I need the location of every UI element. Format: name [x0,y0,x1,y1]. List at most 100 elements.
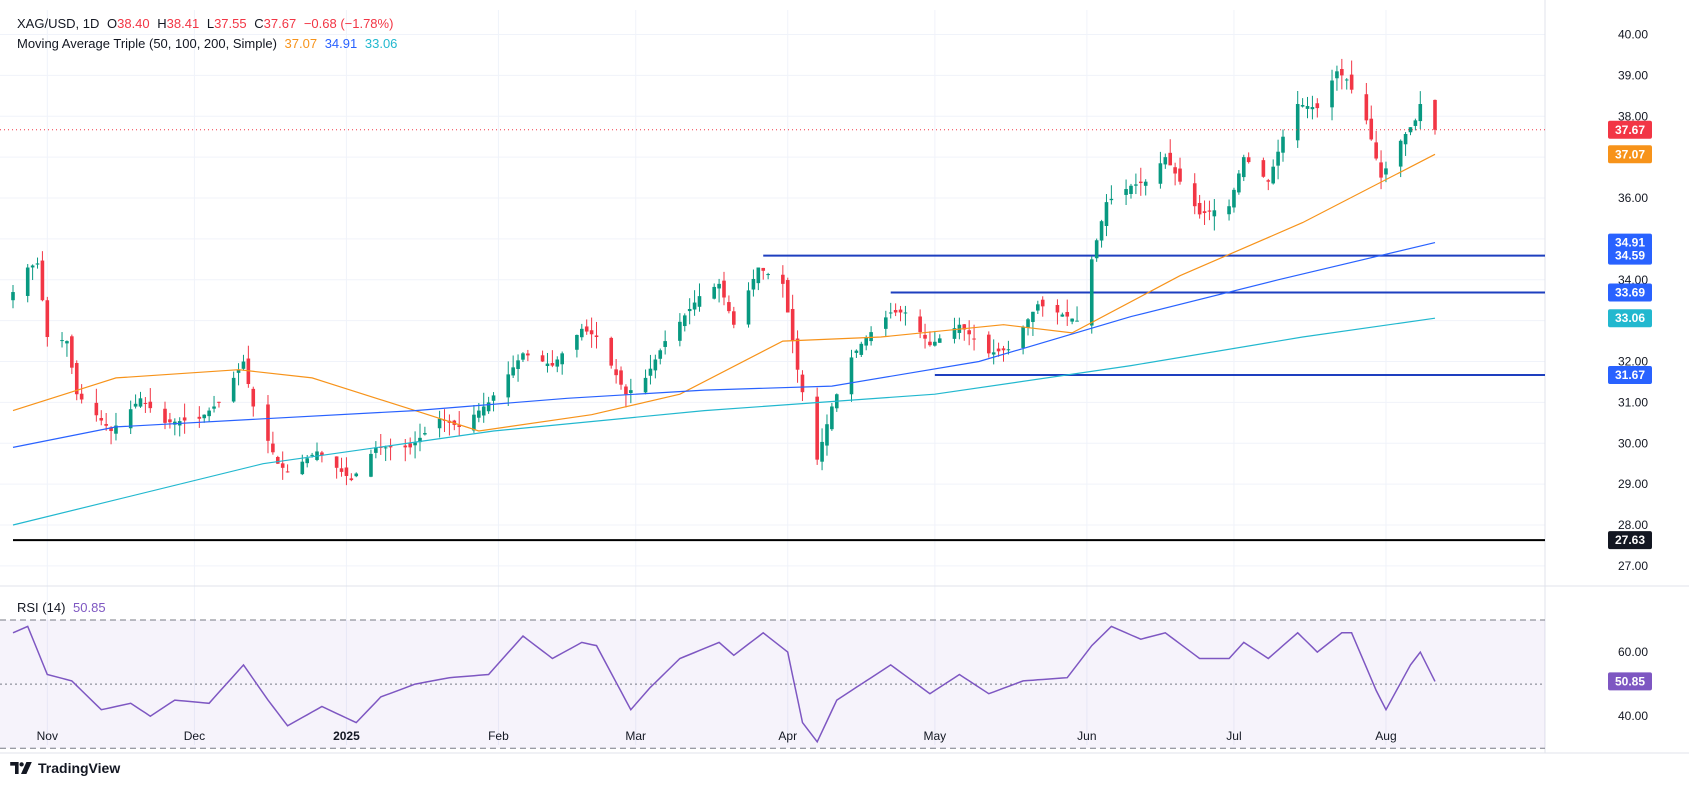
time-axis-label: Apr [778,729,797,743]
price-tick-label: 34.00 [1618,273,1648,287]
candle-body [732,311,736,325]
candle-body [986,334,991,354]
candle-body [785,280,790,313]
moving-average-legend: Moving Average Triple (50, 100, 200, Sim… [17,36,401,51]
candle-body [1271,166,1275,184]
candle-body [300,461,305,475]
price-tag [1608,283,1652,302]
candle-body [70,336,74,368]
candle-body [682,315,687,327]
candle-body [1158,163,1163,184]
tradingview-logo-icon [10,762,32,774]
candle-body [99,417,104,421]
candle-body [383,447,388,449]
price-tag-label: 27.63 [1615,533,1645,547]
candle-body [1099,221,1104,241]
candle-body [1408,127,1413,133]
candle-body [923,334,927,339]
candle-body [751,278,756,290]
price-tick-label: 29.00 [1618,477,1648,491]
candle-body [825,424,829,446]
candle-body [344,467,349,476]
candle-body [697,296,702,307]
candle-body [526,353,530,356]
ma50-value: 37.07 [284,36,318,51]
price-tag-label: 33.06 [1615,311,1645,325]
candle-body [1379,162,1383,178]
candle-body [472,414,476,431]
candle-body [795,338,800,370]
candle-body [815,396,819,460]
price-tick-label: 32.00 [1618,355,1648,369]
candle-body [722,280,726,298]
candle-body [820,441,824,462]
candle-body [594,335,599,338]
candle-body [506,374,511,398]
candle-body [486,402,491,412]
candle-body [202,414,207,419]
candle-body [1227,206,1231,215]
candle-body [663,341,667,347]
candle-body [114,425,118,434]
candle-body [516,360,520,369]
close-value: 37.67 [263,16,297,31]
time-axis-label: 2025 [333,729,360,743]
candle-body [1364,94,1369,121]
price-tick-label: 38.00 [1618,109,1648,123]
candle-body [79,393,84,400]
candle-body [148,401,153,409]
candle-body [74,363,79,395]
candle-body [1433,99,1437,130]
candle-body [1070,318,1074,322]
candle-body [609,337,614,366]
candle-body [643,377,648,393]
grid-lines [0,10,1545,745]
candle-body [614,369,618,376]
candle-body [1065,312,1070,317]
candle-body [408,443,412,448]
candle-body [457,425,462,427]
ma200-line [12,317,1436,526]
rsi-value-tag-label: 50.85 [1615,674,1645,688]
candle-body [1310,107,1315,110]
candle-body [1305,106,1310,109]
time-axis-label: Jul [1226,729,1241,743]
candle-body [271,443,275,453]
candle-body [285,471,290,473]
candle-body [1300,105,1305,107]
candle-body [937,338,942,343]
candle-body [374,447,378,453]
candle-body [1281,136,1285,153]
candle-body [928,341,932,346]
price-tick-label: 31.00 [1618,395,1648,409]
candle-body [138,398,143,407]
brand-label: TradingView [38,760,121,776]
candle-body [1418,104,1423,122]
price-tick-label: 28.00 [1618,518,1648,532]
candle-body [251,388,256,407]
candle-body [761,267,766,271]
candle-body [212,406,216,409]
candle-body [888,312,893,314]
candle-body [1040,299,1045,307]
candle-body [437,418,442,429]
candle-body [1094,240,1099,259]
candle-body [653,359,658,371]
candle-body [1163,157,1168,165]
time-axis-label: May [924,729,947,743]
candle-body [403,445,408,448]
candle-body [521,353,525,360]
candle-body [1006,349,1011,351]
candle-body [1089,259,1094,326]
candle-body [1207,210,1212,212]
tradingview-logo: TradingView [10,760,120,776]
price-tag-label: 31.67 [1615,368,1645,382]
candle-body [477,410,481,418]
ma50-line [12,153,1436,432]
candle-body [781,274,785,284]
candle-body [790,308,795,342]
candle-body [575,334,579,350]
candle-body [884,317,888,329]
candle-body [756,267,761,284]
